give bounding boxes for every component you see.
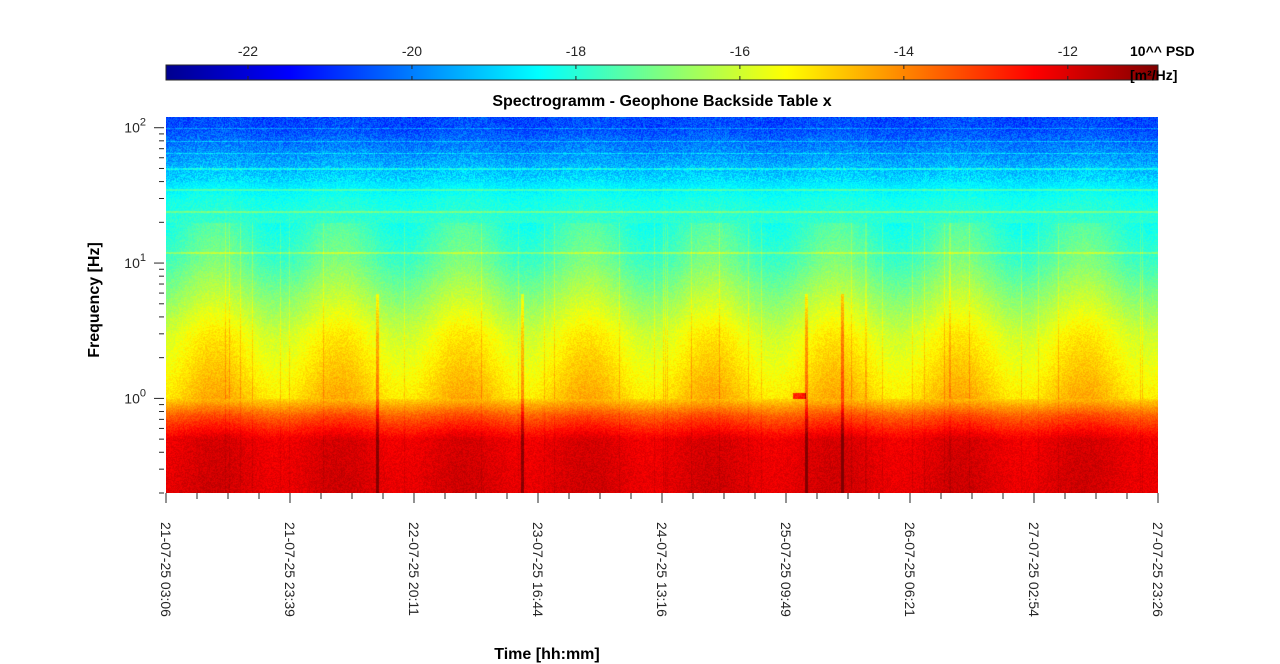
colorbar-tick-label: -12 — [1058, 43, 1078, 59]
colorbar-tick-label: -20 — [402, 43, 422, 59]
x-tick-label: 26-07-25 06:21 — [902, 522, 918, 617]
colorbar-label-line2: [m²/Hz] — [1130, 67, 1177, 83]
spectrogram-heatmap — [166, 117, 1158, 493]
colorbar-tick-label: -18 — [566, 43, 586, 59]
y-tick-label: 102 — [124, 117, 146, 136]
y-axis-label: Frequency [Hz] — [86, 242, 103, 358]
x-tick-label: 21-07-25 23:39 — [282, 522, 298, 617]
colorbar-tick-label: -16 — [730, 43, 750, 59]
x-tick-label: 27-07-25 23:26 — [1150, 522, 1166, 617]
x-tick-label: 23-07-25 16:44 — [530, 522, 546, 617]
colorbar-tick-label: -22 — [238, 43, 258, 59]
colorbar-ticks: -22 -20 -18 -16 -14 -12 — [238, 43, 1078, 80]
y-tick-label: 101 — [124, 252, 146, 271]
x-tick-label: 21-07-25 03:06 — [158, 522, 174, 617]
x-tick-label: 27-07-25 02:54 — [1026, 522, 1042, 617]
heatmap-area — [166, 117, 1158, 493]
x-tick-label: 24-07-25 13:16 — [654, 522, 670, 617]
colorbar-tick-label: -14 — [894, 43, 914, 59]
x-axis-label: Time [hh:mm] — [494, 646, 599, 663]
x-axis: 21-07-25 03:06 21-07-25 23:39 22-07-25 20:… — [158, 493, 1166, 617]
x-tick-label: 22-07-25 20:11 — [406, 522, 422, 616]
x-tick-label: 25-07-25 09:49 — [778, 522, 794, 617]
colorbar — [165, 64, 1159, 81]
colorbar-label-line1: 10^^ PSD — [1130, 43, 1195, 59]
chart-title: Spectrogramm - Geophone Backside Table x — [492, 93, 831, 110]
y-tick-label: 100 — [124, 387, 146, 406]
y-axis: 100 101 102 — [124, 117, 164, 494]
